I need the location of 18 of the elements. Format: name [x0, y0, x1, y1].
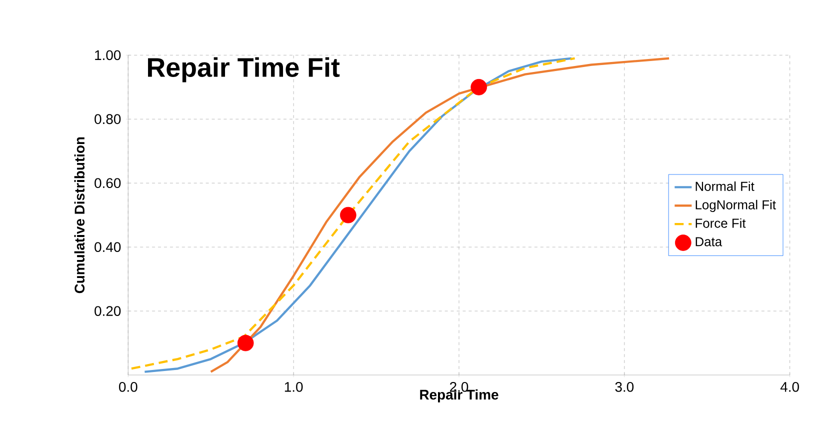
x-tick-label: 0.0: [119, 382, 138, 392]
y-tick-label: 0.60: [94, 178, 121, 188]
y-tick-label: 1.00: [95, 50, 121, 60]
y-tick-label: 0.40: [94, 242, 121, 252]
point: [237, 334, 254, 352]
y-axis-title: Cumulative Distribution: [74, 137, 85, 294]
legend-label: Normal Fit: [696, 181, 754, 191]
x-tick-label: 4.0: [780, 382, 799, 392]
y-tick-label: 0.80: [94, 114, 121, 124]
point: [470, 78, 487, 96]
legend-label: Data: [696, 237, 722, 246]
x-tick-label: 1.0: [284, 382, 303, 392]
x-tick-label: 3.0: [615, 382, 634, 392]
y-tick-label: 0.20: [94, 306, 121, 316]
point: [340, 206, 356, 224]
legend-label: Force Fit: [696, 218, 746, 228]
legend-label: LogNormal Fit: [696, 200, 776, 212]
chart-title: Repair Time Fit: [148, 57, 340, 82]
